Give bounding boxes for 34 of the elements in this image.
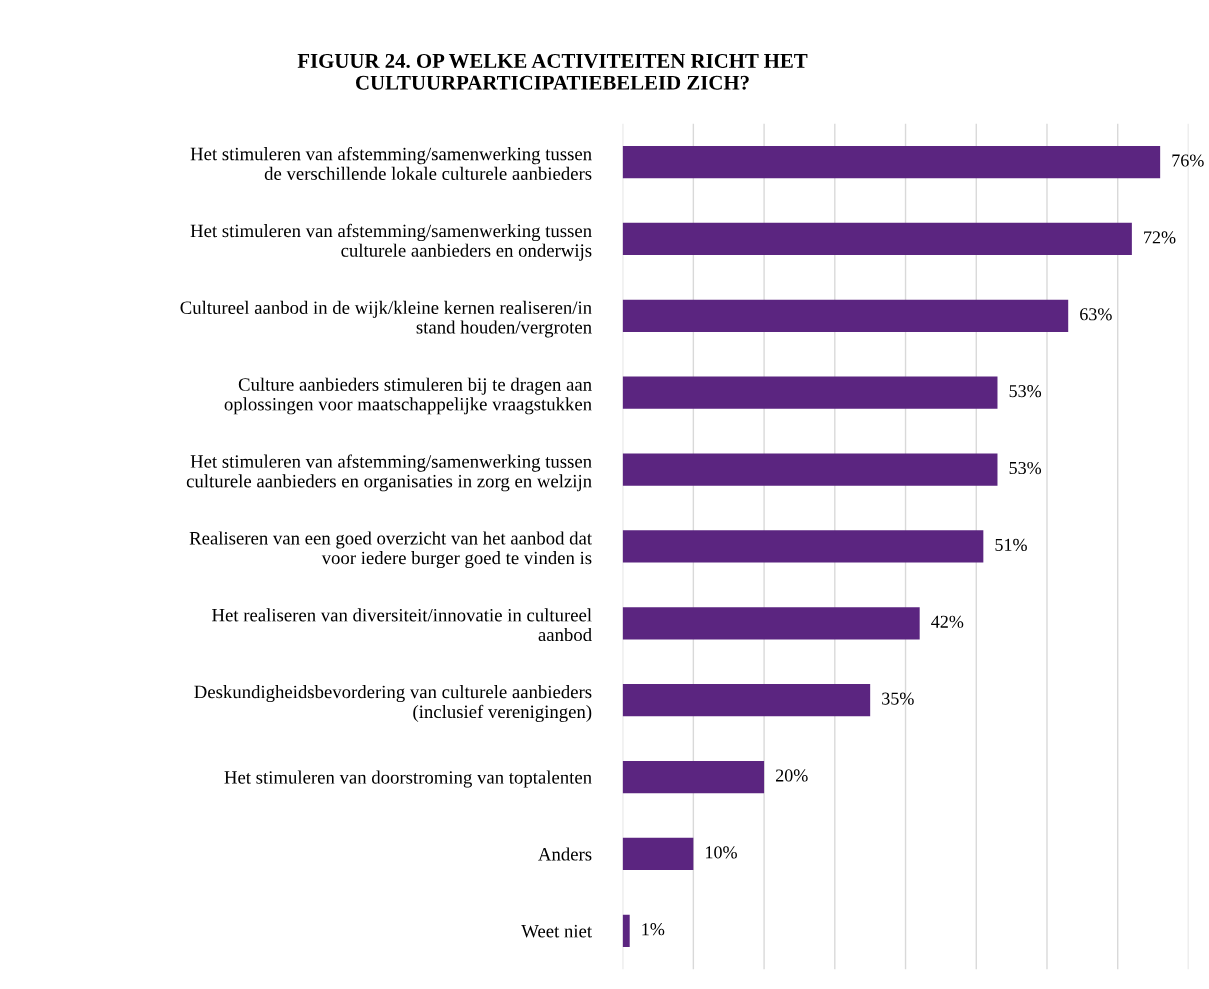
bar	[622, 530, 984, 563]
y-tick-label: Weet niet	[521, 924, 592, 938]
y-tick-label: Het stimuleren van afstemming/samenwerking tussen de verschillende lokale culturele aanbieders	[190, 146, 592, 180]
bar	[622, 376, 998, 409]
bar	[622, 914, 630, 947]
y-tick-label: Het stimuleren van afstemming/samenwerking tussen culturele aanbieders en onderwijs	[190, 223, 592, 261]
y-tick-label: Het stimuleren van afstemming/samenwerking tussen culturele aanbieders en organisaties in zorg en welzijn	[186, 454, 592, 492]
data-label: 72%	[1144, 231, 1176, 244]
bar	[622, 837, 694, 871]
chart-title: FIGUUR 24. OP WELKE ACTIVITEITEN RICHT HET CULTUURPARTICIPATIEBELEID ZICH?	[297, 53, 808, 90]
data-label: 20%	[775, 769, 808, 782]
y-tick-label: Het realiseren van diversiteit/innovatie in cultureel aanbod	[212, 608, 592, 642]
bar	[622, 299, 1069, 332]
data-label: 42%	[931, 615, 964, 628]
y-tick-label: Cultureel aanbod in de wijk/kleine kernen realiseren/in stand houden/vergroten	[180, 300, 592, 338]
bar	[622, 684, 871, 717]
bar	[622, 607, 920, 640]
data-label: 63%	[1080, 308, 1112, 321]
data-label: 10%	[706, 846, 737, 859]
y-tick-label: Het stimuleren van doorstroming van toptalenten	[224, 770, 592, 788]
data-label: 1%	[642, 923, 665, 936]
bar	[622, 145, 1161, 179]
bar	[622, 222, 1132, 256]
y-tick-label: Realiseren van een goed overzicht van het aanbod dat voor iedere burger goed te vinden is	[189, 531, 592, 569]
data-label: 35%	[882, 692, 914, 705]
y-tick-label: Culture aanbieders stimuleren bij te dragen aan oplossingen voor maatschappelijke vraagstukken	[224, 377, 592, 415]
data-label: 53%	[1009, 385, 1042, 398]
bar	[622, 453, 998, 486]
bar	[622, 760, 765, 794]
data-label: 76%	[1172, 154, 1204, 167]
y-tick-label: Deskundigheidsbevordering van culturele aanbieders (inclusief verenigingen)	[194, 685, 592, 722]
data-label: 51%	[995, 538, 1027, 551]
y-tick-label: Anders	[538, 847, 592, 861]
data-label: 53%	[1009, 461, 1042, 475]
